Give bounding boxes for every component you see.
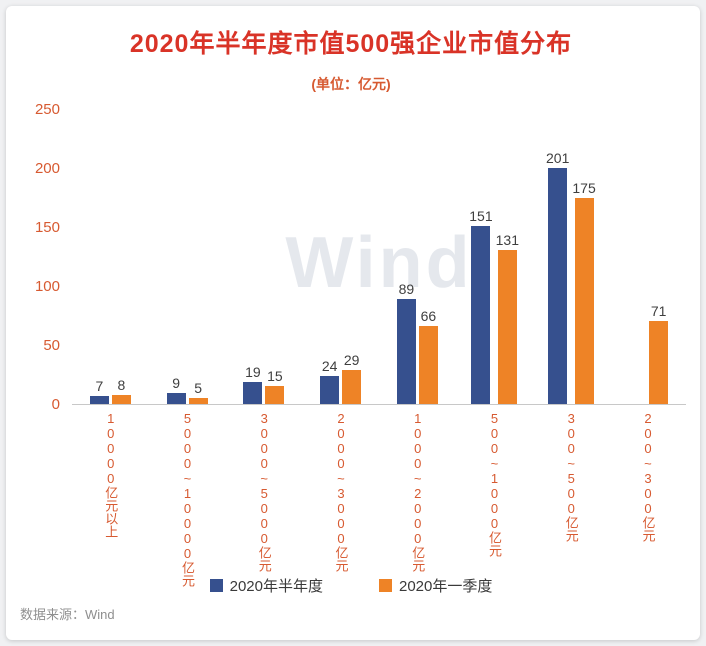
bar <box>471 226 491 404</box>
bar-value-label: 9 <box>172 375 181 392</box>
bar-value-label: 19 <box>245 363 261 380</box>
x-label-cell: 3000~5000亿元 <box>226 411 303 572</box>
bar-slot: 151 <box>469 110 493 404</box>
bar <box>649 320 669 404</box>
bar <box>243 381 263 404</box>
x-axis-category-label: 2000~3000亿元 <box>333 411 349 572</box>
x-axis-category-label: 500~1000亿元 <box>486 411 502 557</box>
bar <box>265 386 285 404</box>
x-label-cell: 10000亿元以上 <box>72 411 149 567</box>
y-tick-label: 150 <box>34 219 60 236</box>
bar-slot: 175 <box>572 110 596 404</box>
bar-value-label: 7 <box>95 377 104 394</box>
chart-title: 2020年半年度市值500强企业市值分布 <box>129 30 573 58</box>
x-label-cell: 2000~3000亿元 <box>302 411 379 572</box>
bar <box>396 299 416 404</box>
plot-column: Wind 7 8 9 5 19 15 24 29 89 66 151 131 201 175 71 1000… <box>72 110 686 587</box>
bar-slot: 66 <box>418 110 438 404</box>
x-axis-category-label: 3000~5000亿元 <box>256 411 272 572</box>
bar-slot: 8 <box>111 110 131 404</box>
x-axis-category-label: 200~300亿元 <box>640 411 656 542</box>
y-tick-label: 100 <box>34 278 60 295</box>
chart-card: 2020年半年度市值500强企业市值分布 (单位：亿元) 0 50 100 150 20… <box>6 6 700 640</box>
bar <box>418 326 438 404</box>
bar-value-label: 201 <box>546 149 570 166</box>
bar-value-label: 66 <box>420 308 437 325</box>
bar-slot <box>627 110 646 404</box>
x-label-cell: 500~1000亿元 <box>456 411 533 567</box>
chart-unit-label: (单位：亿元) <box>311 76 391 92</box>
y-tick-label: 200 <box>34 160 60 177</box>
bar <box>497 249 517 404</box>
bar-chart: 0 50 100 150 200 250 Wind 7 8 9 5 19 15 24 29 89 66 151… <box>16 101 686 587</box>
bar <box>342 369 362 404</box>
bar-slot: 131 <box>496 110 519 404</box>
bar <box>548 167 568 404</box>
y-tick-label: 50 <box>43 337 60 354</box>
legend-label: 2020年一季度 <box>399 578 493 595</box>
bar-value-label: 151 <box>469 208 493 225</box>
bar <box>320 375 340 404</box>
x-label-cell: 200~300亿元 <box>609 411 686 567</box>
bar-slot: 29 <box>342 110 362 404</box>
y-axis: 0 50 100 150 200 250 <box>16 101 72 413</box>
bar-value-label: 5 <box>194 380 203 397</box>
bar-group: 151 131 <box>456 110 533 404</box>
bar-group: 89 66 <box>379 110 456 404</box>
y-tick-label: 0 <box>51 396 60 413</box>
bar-slot: 19 <box>243 110 263 404</box>
legend-swatch <box>209 579 223 592</box>
x-axis-category-label: 300~500亿元 <box>563 411 579 542</box>
bar-value-label: 71 <box>650 302 667 319</box>
data-source: 数据来源：Wind <box>20 607 115 622</box>
bar-value-label: 175 <box>572 180 596 197</box>
x-axis-category-label: 1000~2000亿元 <box>410 411 426 572</box>
x-label-cell: 5000~10000亿元 <box>149 411 226 587</box>
bar-group: 71 <box>609 110 686 404</box>
bar-slot: 201 <box>546 110 569 404</box>
bar <box>188 398 208 404</box>
bar <box>89 395 109 404</box>
bar-slot: 7 <box>89 110 109 404</box>
bar-value-label: 89 <box>398 281 415 298</box>
bar-value-label: 15 <box>267 368 283 385</box>
bar-slot: 15 <box>265 110 285 404</box>
plot-area: Wind 7 8 9 5 19 15 24 29 89 66 151 131 201 175 71 <box>72 110 686 405</box>
bar-slot: 5 <box>188 110 208 404</box>
x-axis-category-label: 5000~10000亿元 <box>179 411 195 587</box>
legend-label: 2020年半年度 <box>229 578 323 595</box>
bar-group: 201 175 <box>533 110 610 404</box>
bar-slot: 71 <box>649 110 669 404</box>
bar-value-label: 24 <box>321 357 338 374</box>
x-label-cell: 1000~2000亿元 <box>379 411 456 572</box>
x-axis-labels: 10000亿元以上 5000~10000亿元 3000~5000亿元 2000~300… <box>72 411 686 587</box>
bar <box>111 394 131 404</box>
bar-group: 19 15 <box>226 110 303 404</box>
legend-item: 2020年半年度 <box>209 575 323 596</box>
bar-slot: 9 <box>166 110 186 404</box>
bar <box>166 393 186 404</box>
bar-slot: 89 <box>396 110 416 404</box>
legend: 2020年半年度 2020年一季度 <box>16 575 686 596</box>
legend-item: 2020年一季度 <box>379 575 492 596</box>
bar-group: 24 29 <box>302 110 379 404</box>
bar-slot: 24 <box>320 110 340 404</box>
y-tick-label: 250 <box>34 101 60 118</box>
legend-swatch <box>379 579 392 592</box>
bar-value-label: 29 <box>343 351 360 368</box>
bar-value-label: 131 <box>495 231 519 248</box>
bar-value-label: 8 <box>117 376 126 393</box>
x-label-cell: 300~500亿元 <box>533 411 610 567</box>
x-axis-category-label: 10000亿元以上 <box>103 411 119 538</box>
bar <box>574 198 594 404</box>
